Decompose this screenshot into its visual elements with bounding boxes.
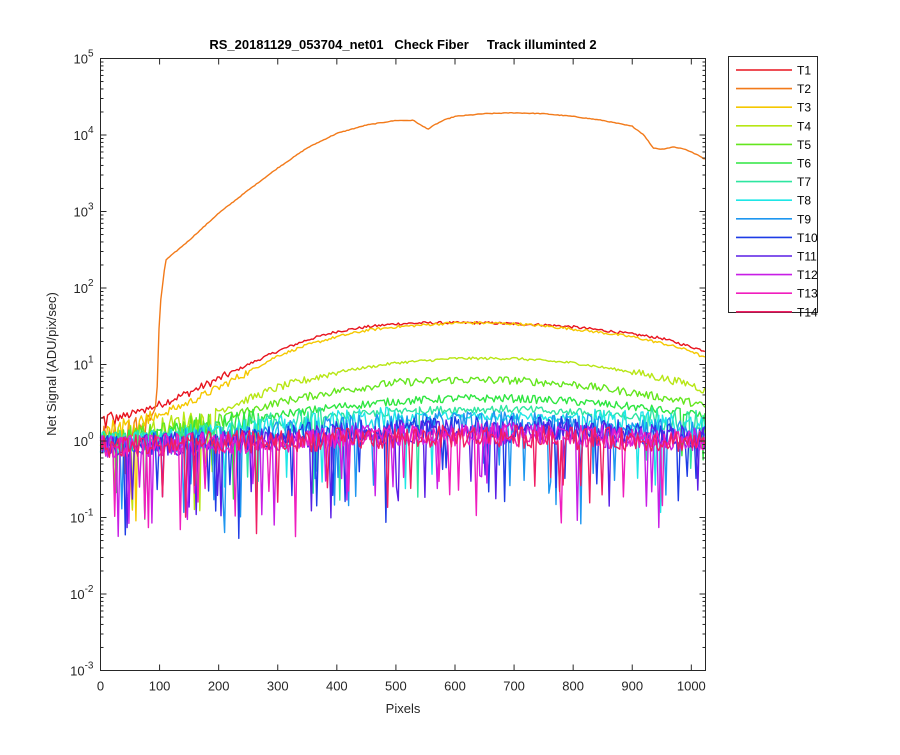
legend-label: T14 <box>797 305 818 319</box>
y-tick-label-exponent: 5 <box>88 49 94 60</box>
axes-background <box>100 58 706 671</box>
y-tick-label-base: 10 <box>70 587 84 602</box>
y-tick-label: 101 <box>73 355 93 373</box>
y-tick-label: 10-2 <box>70 584 94 602</box>
legend-items: T1 T2 T3 T4 T5 T6 T7 T8 T9 T10 T11 T12 T13 T14 <box>736 64 818 319</box>
series-line-t2 <box>100 111 706 475</box>
y-tick-label: 100 <box>73 431 93 449</box>
x-axis: 0 100 200 300 400 500 600 700 800 900 1000 <box>97 58 706 694</box>
series-layer <box>99 111 706 540</box>
x-tick-label: 900 <box>621 679 643 694</box>
legend-label: T5 <box>797 138 811 152</box>
x-tick-label: 400 <box>326 679 348 694</box>
x-tick-label: 200 <box>208 679 230 694</box>
y-tick-label-exponent: -3 <box>85 661 94 672</box>
legend-label: T10 <box>797 231 818 245</box>
series-line-t14 <box>99 424 706 535</box>
y-tick-label-base: 10 <box>73 52 87 67</box>
series-line-t1 <box>100 320 706 429</box>
y-tick-label-base: 10 <box>73 358 87 373</box>
legend-label: T4 <box>797 119 811 133</box>
y-tick-label-exponent: 0 <box>88 431 94 442</box>
legend-label: T9 <box>797 212 811 226</box>
y-tick-label-base: 10 <box>73 434 87 449</box>
legend-label: T1 <box>797 64 811 78</box>
y-axis-label: Net Signal (ADU/pix/sec) <box>44 292 59 436</box>
legend-label: T6 <box>797 157 811 171</box>
y-tick-label-exponent: -1 <box>85 508 94 519</box>
y-tick-label-exponent: 4 <box>88 125 94 136</box>
y-tick-label-base: 10 <box>73 281 87 296</box>
x-tick-label: 100 <box>149 679 171 694</box>
series-line-t3 <box>100 321 706 522</box>
plot-area: 0 100 200 300 400 500 600 700 800 900 1000 10-310-… <box>70 49 706 694</box>
y-tick-label: 10-3 <box>70 661 94 679</box>
y-tick-label-base: 10 <box>70 511 84 526</box>
x-tick-label: 800 <box>562 679 584 694</box>
legend-label: T11 <box>797 250 817 264</box>
y-tick-label-exponent: 3 <box>88 202 94 213</box>
x-tick-label: 300 <box>267 679 289 694</box>
legend-box <box>728 56 818 313</box>
y-tick-label-exponent: 2 <box>88 278 94 289</box>
legend-label: T8 <box>797 194 811 208</box>
y-tick-label: 104 <box>73 125 93 143</box>
x-tick-label: 0 <box>97 679 104 694</box>
chart-title: RS_20181129_053704_net01 Check Fiber Tra… <box>209 37 596 52</box>
x-tick-label: 700 <box>503 679 525 694</box>
x-axis-label: Pixels <box>386 701 421 716</box>
legend-label: T2 <box>797 82 811 96</box>
legend-label: T13 <box>797 287 818 301</box>
y-tick-label-exponent: -2 <box>85 584 94 595</box>
y-tick-label: 103 <box>73 202 93 220</box>
legend-label: T3 <box>797 101 811 115</box>
legend: T1 T2 T3 T4 T5 T6 T7 T8 T9 T10 T11 T12 T13 T14 <box>728 56 818 319</box>
y-tick-label-base: 10 <box>73 205 87 220</box>
x-tick-label: 1000 <box>677 679 706 694</box>
legend-label: T7 <box>797 175 811 189</box>
legend-label: T12 <box>797 268 818 282</box>
y-tick-label-base: 10 <box>70 664 84 679</box>
x-tick-label: 600 <box>444 679 466 694</box>
y-tick-label-base: 10 <box>73 128 87 143</box>
y-tick-label: 102 <box>73 278 93 296</box>
y-tick-label: 10-1 <box>70 508 94 526</box>
y-tick-label: 105 <box>73 49 93 67</box>
x-tick-label: 500 <box>385 679 407 694</box>
y-tick-label-exponent: 1 <box>88 355 94 366</box>
